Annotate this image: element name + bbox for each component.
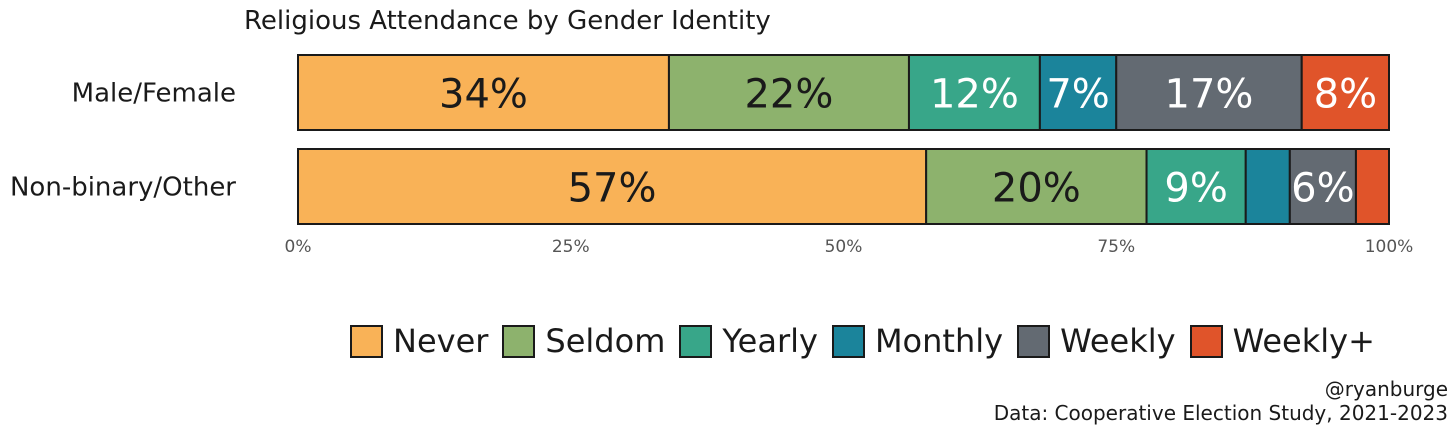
data-source: Data: Cooperative Election Study, 2021-2… (993, 401, 1448, 425)
bar-segment-monthly (1038, 54, 1118, 131)
credits: @ryanburge Data: Cooperative Election St… (994, 377, 1448, 425)
x-tick-label: 0% (285, 237, 312, 257)
bar-segment-weekly-plus (1354, 148, 1391, 225)
x-tick-label: 50% (825, 237, 863, 257)
legend-swatch (679, 324, 713, 358)
legend-swatch (1017, 324, 1051, 358)
data-label: 7% (1046, 72, 1109, 118)
data-label: 57% (568, 166, 657, 212)
legend-label: Weekly+ (1232, 322, 1375, 360)
legend-item: Weekly+ (1189, 322, 1375, 360)
category-label: Male/Female (72, 79, 236, 109)
legend-label: Yearly (722, 322, 818, 360)
category-label: Non-binary/Other (10, 173, 236, 203)
legend-swatch (350, 324, 383, 358)
legend-item: Weekly (1017, 322, 1176, 360)
data-label: 20% (992, 166, 1081, 212)
bar-segment-monthly (1244, 148, 1291, 225)
author-handle: @ryanburge (1324, 377, 1448, 401)
legend-label: Monthly (874, 322, 1004, 360)
data-label: 17% (1165, 72, 1254, 118)
legend-item: Yearly (679, 322, 818, 360)
bar-segment-seldom (667, 54, 910, 131)
bar-segment-weekly (1288, 148, 1357, 225)
bar-segment-yearly (907, 54, 1041, 131)
data-label: 22% (744, 72, 833, 118)
bar-segment-seldom (925, 148, 1148, 225)
data-label: 8% (1314, 72, 1377, 118)
legend-swatch (502, 324, 536, 358)
legend-swatch (1189, 324, 1223, 358)
bar-segment-never (297, 148, 928, 225)
bar-segment-weekly-plus (1300, 54, 1390, 131)
x-tick-label: 25% (552, 237, 590, 257)
chart-title: Religious Attendance by Gender Identity (244, 6, 771, 36)
legend-label: Seldom (545, 322, 666, 360)
data-label: 12% (930, 72, 1019, 118)
legend-item: Monthly (831, 322, 1004, 360)
legend-label: Never (393, 322, 489, 360)
stacked-bar-chart: Male/Female 34% 22% 12% 7% 17% 8% Non-binary/Ot… (10, 54, 1414, 257)
legend-swatch (831, 324, 865, 358)
legend-item: Never (350, 322, 488, 360)
x-tick-label: 100% (1365, 237, 1414, 257)
x-tick-label: 75% (1097, 237, 1135, 257)
bar-segment-weekly (1115, 54, 1303, 131)
data-label: 34% (439, 72, 528, 118)
legend: Never Seldom Yearly Monthly Weekly Weekly+ (350, 322, 1389, 360)
data-label: 6% (1291, 166, 1354, 212)
data-label: 9% (1164, 166, 1227, 212)
legend-item: Seldom (502, 322, 665, 360)
legend-label: Weekly (1060, 322, 1176, 360)
bar-segment-never (297, 54, 670, 131)
bar-segment-yearly (1145, 148, 1247, 225)
